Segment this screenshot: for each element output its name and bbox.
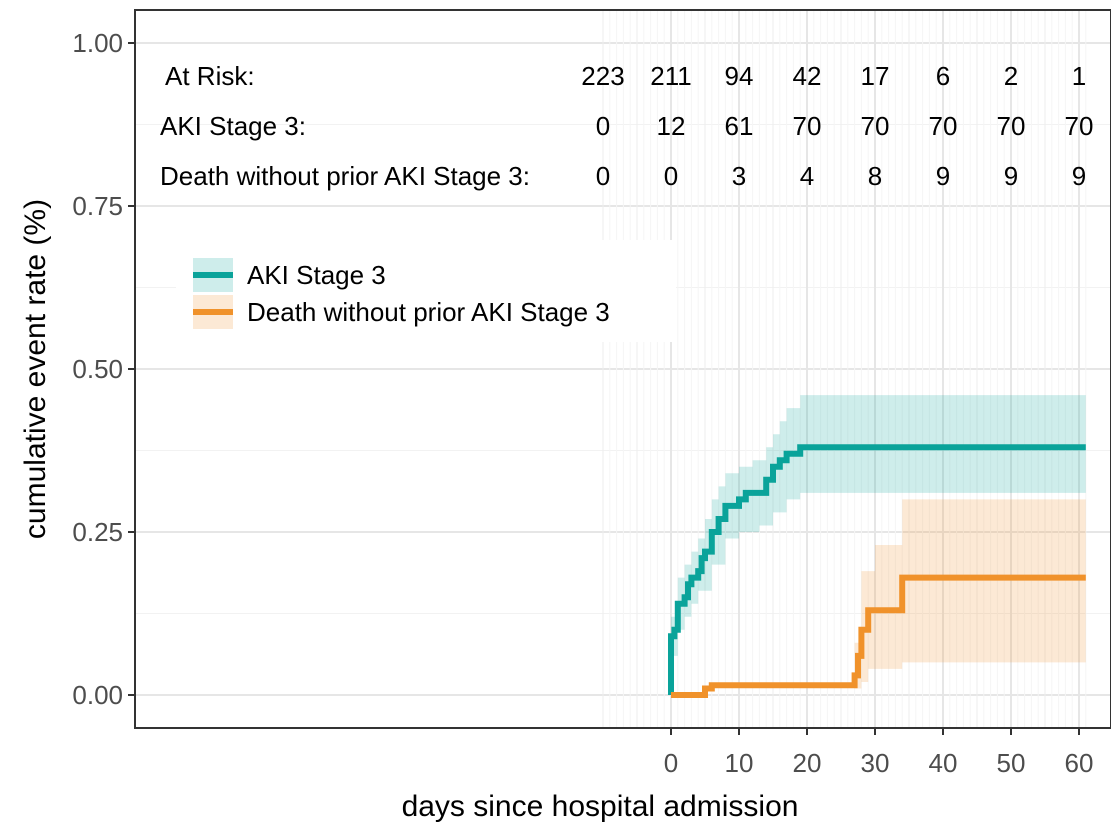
y-tick-label: 0.00 [72, 680, 123, 710]
axis-layer: 0.000.250.500.751.000 10 20 30 40 50 60 [72, 28, 1093, 778]
x-tick-label: 10 [725, 748, 754, 778]
risk-table-cell: 17 [861, 61, 890, 91]
legend-label: Death without prior AKI Stage 3 [247, 297, 610, 327]
risk-table-cell: 70 [929, 111, 958, 141]
risk-table-cell: 211 [650, 61, 691, 91]
legend-label: AKI Stage 3 [247, 260, 386, 290]
x-tick-label: 60 [1065, 748, 1094, 778]
risk-table-cell: 70 [793, 111, 822, 141]
risk-table-cell: 4 [800, 161, 814, 191]
legend-background [176, 240, 676, 342]
legend: AKI Stage 3 Death without prior AKI Stage… [176, 240, 676, 342]
risk-table-row-label: At Risk: [165, 61, 255, 91]
risk-table-cell: 8 [868, 161, 882, 191]
x-tick-label: 30 [861, 748, 890, 778]
y-tick-label: 0.50 [72, 354, 123, 384]
x-axis-title: days since hospital admission [402, 790, 799, 823]
risk-table-cell: 42 [793, 61, 822, 91]
y-tick-label: 0.25 [72, 517, 123, 547]
risk-table-cell: 9 [1004, 161, 1018, 191]
grid-layer [135, 10, 1111, 728]
risk-table-row-label: AKI Stage 3: [160, 111, 306, 141]
risk-table-cell: 1 [1072, 61, 1086, 91]
risk-table-cell: 61 [725, 111, 754, 141]
risk-table-cell: 9 [936, 161, 950, 191]
x-tick-label: 50 [997, 748, 1026, 778]
risk-table-row-label: Death without prior AKI Stage 3: [160, 161, 530, 191]
risk-table-cell: 70 [861, 111, 890, 141]
risk-table-cell: 0 [596, 111, 610, 141]
risk-table-cell: 12 [657, 111, 686, 141]
risk-table-cell: 2 [1004, 61, 1018, 91]
risk-table-cell: 6 [936, 61, 950, 91]
risk-table-cell: 0 [596, 161, 610, 191]
risk-table-cell: 70 [997, 111, 1026, 141]
y-axis-title: cumulative event rate (%) [19, 199, 52, 539]
y-tick-label: 0.75 [72, 191, 123, 221]
series-line-0 [668, 444, 1086, 695]
risk-table-cell: 70 [1065, 111, 1094, 141]
x-tick-label: 40 [929, 748, 958, 778]
x-tick-label: 20 [793, 748, 822, 778]
x-tick-label: 0 [664, 748, 678, 778]
risk-table-cell: 94 [725, 61, 754, 91]
ci-band-series-1 [671, 499, 1086, 695]
risk-table-cell: 9 [1072, 161, 1086, 191]
risk-table-cell: 223 [581, 61, 624, 91]
y-tick-label: 1.00 [72, 28, 123, 58]
series-line-1 [671, 574, 1086, 698]
risk-table-cell: 0 [664, 161, 678, 191]
risk-table-cell: 3 [732, 161, 746, 191]
series-line-layer [668, 444, 1086, 698]
